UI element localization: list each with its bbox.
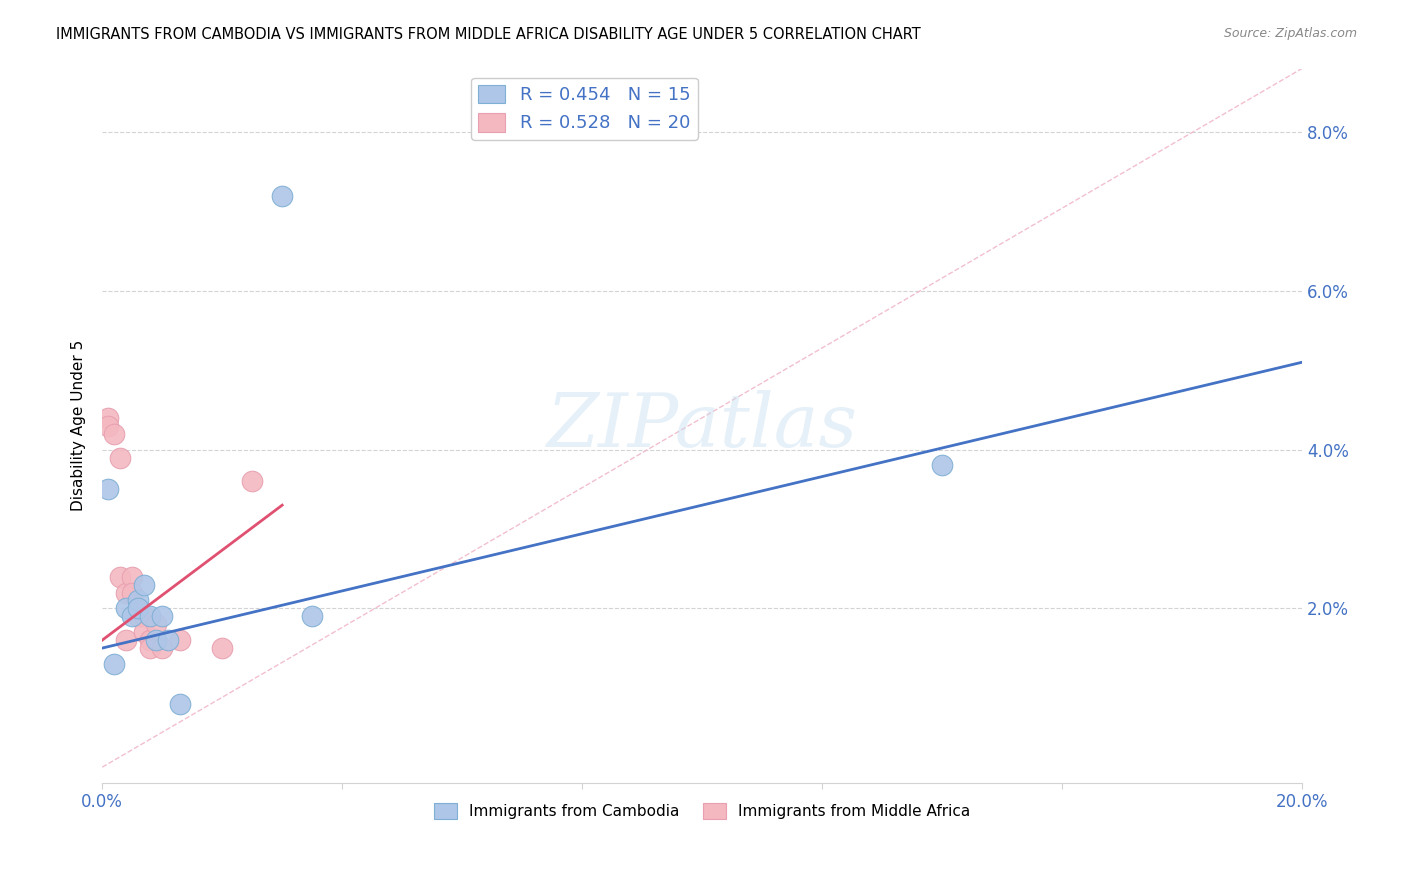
- Point: [271, 188, 294, 202]
- Text: IMMIGRANTS FROM CAMBODIA VS IMMIGRANTS FROM MIDDLE AFRICA DISABILITY AGE UNDER 5: IMMIGRANTS FROM CAMBODIA VS IMMIGRANTS F…: [56, 27, 921, 42]
- Point: [150, 641, 173, 656]
- Point: [115, 585, 138, 599]
- Point: [127, 601, 149, 615]
- Point: [127, 601, 149, 615]
- Point: [145, 617, 167, 632]
- Point: [134, 625, 156, 640]
- Point: [301, 609, 323, 624]
- Text: Source: ZipAtlas.com: Source: ZipAtlas.com: [1223, 27, 1357, 40]
- Point: [108, 450, 131, 465]
- Point: [127, 609, 149, 624]
- Point: [115, 601, 138, 615]
- Point: [139, 633, 162, 648]
- Point: [169, 697, 191, 711]
- Point: [127, 593, 149, 607]
- Y-axis label: Disability Age Under 5: Disability Age Under 5: [72, 340, 86, 511]
- Point: [97, 418, 120, 433]
- Point: [169, 633, 191, 648]
- Point: [150, 609, 173, 624]
- Legend: Immigrants from Cambodia, Immigrants from Middle Africa: Immigrants from Cambodia, Immigrants fro…: [427, 797, 976, 825]
- Point: [103, 657, 125, 671]
- Point: [103, 426, 125, 441]
- Point: [97, 410, 120, 425]
- Point: [108, 569, 131, 583]
- Point: [240, 475, 263, 489]
- Point: [931, 458, 953, 473]
- Point: [157, 633, 180, 648]
- Point: [121, 569, 143, 583]
- Point: [134, 577, 156, 591]
- Text: ZIPatlas: ZIPatlas: [547, 390, 858, 462]
- Point: [115, 633, 138, 648]
- Point: [97, 483, 120, 497]
- Point: [134, 609, 156, 624]
- Point: [139, 609, 162, 624]
- Point: [211, 641, 233, 656]
- Point: [121, 585, 143, 599]
- Point: [121, 609, 143, 624]
- Point: [139, 641, 162, 656]
- Point: [145, 633, 167, 648]
